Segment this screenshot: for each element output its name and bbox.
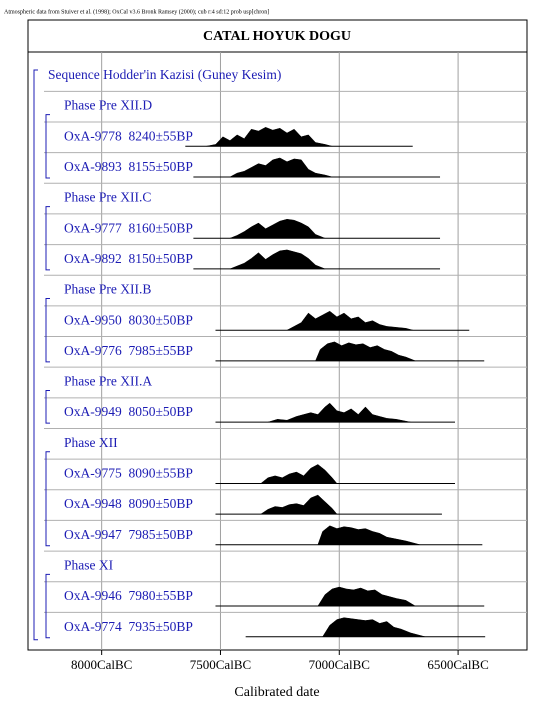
phase-bracket <box>45 451 50 547</box>
probability-distribution <box>286 310 414 331</box>
row-label: OxA-9947 7985±50BP <box>64 527 193 542</box>
x-tick-label: 7500CalBC <box>190 657 251 672</box>
x-tick-label: 6500CalBC <box>427 657 488 672</box>
row-label: Sequence Hodder'in Kazisi (Guney Kesim) <box>48 67 281 82</box>
probability-distribution <box>317 525 421 545</box>
row-label: OxA-9777 8160±50BP <box>64 220 193 235</box>
phase-bracket <box>45 573 50 639</box>
probability-distribution <box>315 341 416 362</box>
row-label: Phase XI <box>64 557 114 572</box>
row-label: OxA-9776 7985±55BP <box>64 343 193 358</box>
phase-bracket <box>45 390 50 424</box>
row-label: Phase Pre XII.A <box>64 374 152 389</box>
row-label: OxA-9893 8155±50BP <box>64 159 193 174</box>
probability-distribution <box>322 617 425 637</box>
probability-distribution <box>267 402 411 423</box>
x-tick-label: 7000CalBC <box>309 657 370 672</box>
probability-distribution <box>317 586 417 607</box>
row-label: OxA-9950 8030±50BP <box>64 312 193 327</box>
probability-distribution <box>206 127 333 147</box>
row-label: Phase Pre XII.B <box>64 282 151 297</box>
row-label: Phase Pre XII.C <box>64 190 151 205</box>
probability-distribution <box>260 464 338 484</box>
row-label: OxA-9949 8050±50BP <box>64 404 193 419</box>
probability-distribution <box>229 218 326 239</box>
row-label: OxA-9892 8150±50BP <box>64 251 193 266</box>
sequence-bracket <box>33 69 38 641</box>
row-label: Phase XII <box>64 435 118 450</box>
x-tick-label: 8000CalBC <box>71 657 132 672</box>
row-label: OxA-9778 8240±55BP <box>64 128 193 143</box>
row-label: Phase Pre XII.D <box>64 98 152 113</box>
x-axis-label: Calibrated date <box>234 685 319 700</box>
row-label: OxA-9946 7980±55BP <box>64 588 193 603</box>
chart-title: CATAL HOYUK DOGU <box>203 29 351 44</box>
frame <box>27 19 528 651</box>
row-label: OxA-9775 8090±55BP <box>64 466 193 481</box>
row-label: OxA-9774 7935±50BP <box>64 619 193 634</box>
row-label: OxA-9948 8090±50BP <box>64 496 193 511</box>
phase-bracket <box>45 206 50 271</box>
note: Atmospheric data from Stuiver et al. (19… <box>4 8 269 15</box>
probability-distribution <box>229 157 333 178</box>
phase-bracket <box>45 298 50 363</box>
probability-distribution <box>229 249 326 270</box>
phase-bracket <box>45 114 50 179</box>
probability-distribution <box>260 494 338 515</box>
